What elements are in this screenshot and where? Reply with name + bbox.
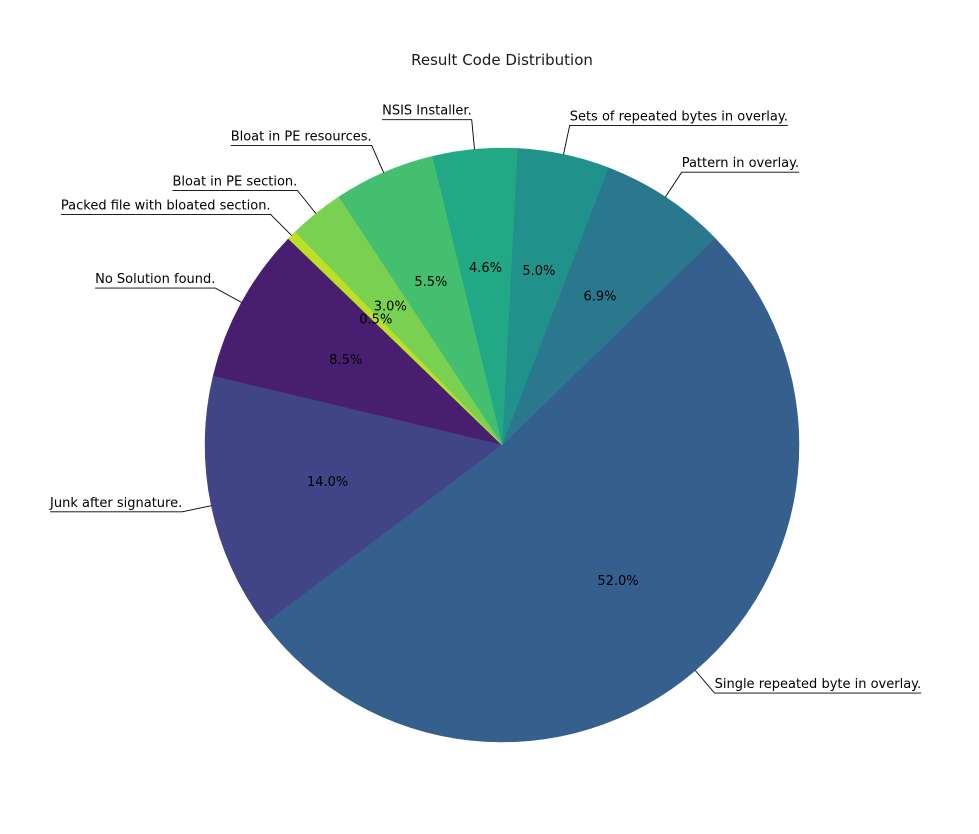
pie-label-bloat-in-pe-resources: Bloat in PE resources. [231,129,372,144]
pie-slice-pattern-in-overlay [501,167,716,446]
pie-label-no-solution-found: No Solution found. [95,272,215,287]
pie-percent-labels: 8.5% 14.0% 52.0% 6.9% 5.0% 4.6% 5.5% 3.0%0.5% [307,261,639,589]
pie-slice-labels: No Solution found. Junk after signature. S… [49,104,921,692]
pie-slice-junk-after-signature [204,375,503,625]
pie-slices [204,147,800,743]
pie-leader-line-bloat-in-pe-resources [230,144,385,173]
pie-label-pattern-in-overlay: Pattern in overlay. [682,156,799,171]
pie-leader-line-pattern-in-overlay [665,171,800,198]
pie-percent-label-nsis-installer: 4.6% [469,261,502,276]
pie-percent-label-bloat-in-pe-resources: 5.5% [414,275,447,290]
pie-label-sets-of-repeated-bytes-in-overlay: Sets of repeated bytes in overlay. [570,109,788,124]
pie-leader-line-nsis-installer [382,119,475,150]
pie-leader-line-packed-file-with-bloated-section [60,213,292,236]
pie-leader-line-no-solution-found [95,287,242,303]
pie-percent-label-sets-of-repeated-bytes-in-overlay: 5.0% [522,264,555,279]
pie-percent-label-junk-after-signature: 14.0% [307,475,348,490]
pie-percent-label-bloat-in-pe-section: 3.0% [374,300,407,315]
pie-label-bloat-in-pe-section: Bloat in PE section. [173,174,298,189]
pie-percent-label-packed-file-with-bloated-section: 0.5% [359,313,392,328]
pie-percent-label-no-solution-found: 8.5% [329,353,362,368]
pie-leader-lines [50,119,922,694]
pie-leader-line-sets-of-repeated-bytes-in-overlay [563,124,788,155]
pie-leader-line-junk-after-signature [50,505,212,513]
pie-label-single-repeated-byte-in-overlay: Single repeated byte in overlay. [715,677,922,692]
pie-label-junk-after-signature: Junk after signature. [49,496,182,511]
chart-title: Result Code Distribution [411,51,593,69]
pie-leader-line-single-repeated-byte-in-overlay [694,670,922,694]
pie-percent-label-pattern-in-overlay: 6.9% [583,290,616,305]
pie-label-nsis-installer: NSIS Installer. [382,104,472,119]
pie-leader-line-bloat-in-pe-section [172,189,317,214]
pie-label-packed-file-with-bloated-section: Packed file with bloated section. [61,198,271,213]
pie-percent-label-single-repeated-byte-in-overlay: 52.0% [597,574,638,589]
